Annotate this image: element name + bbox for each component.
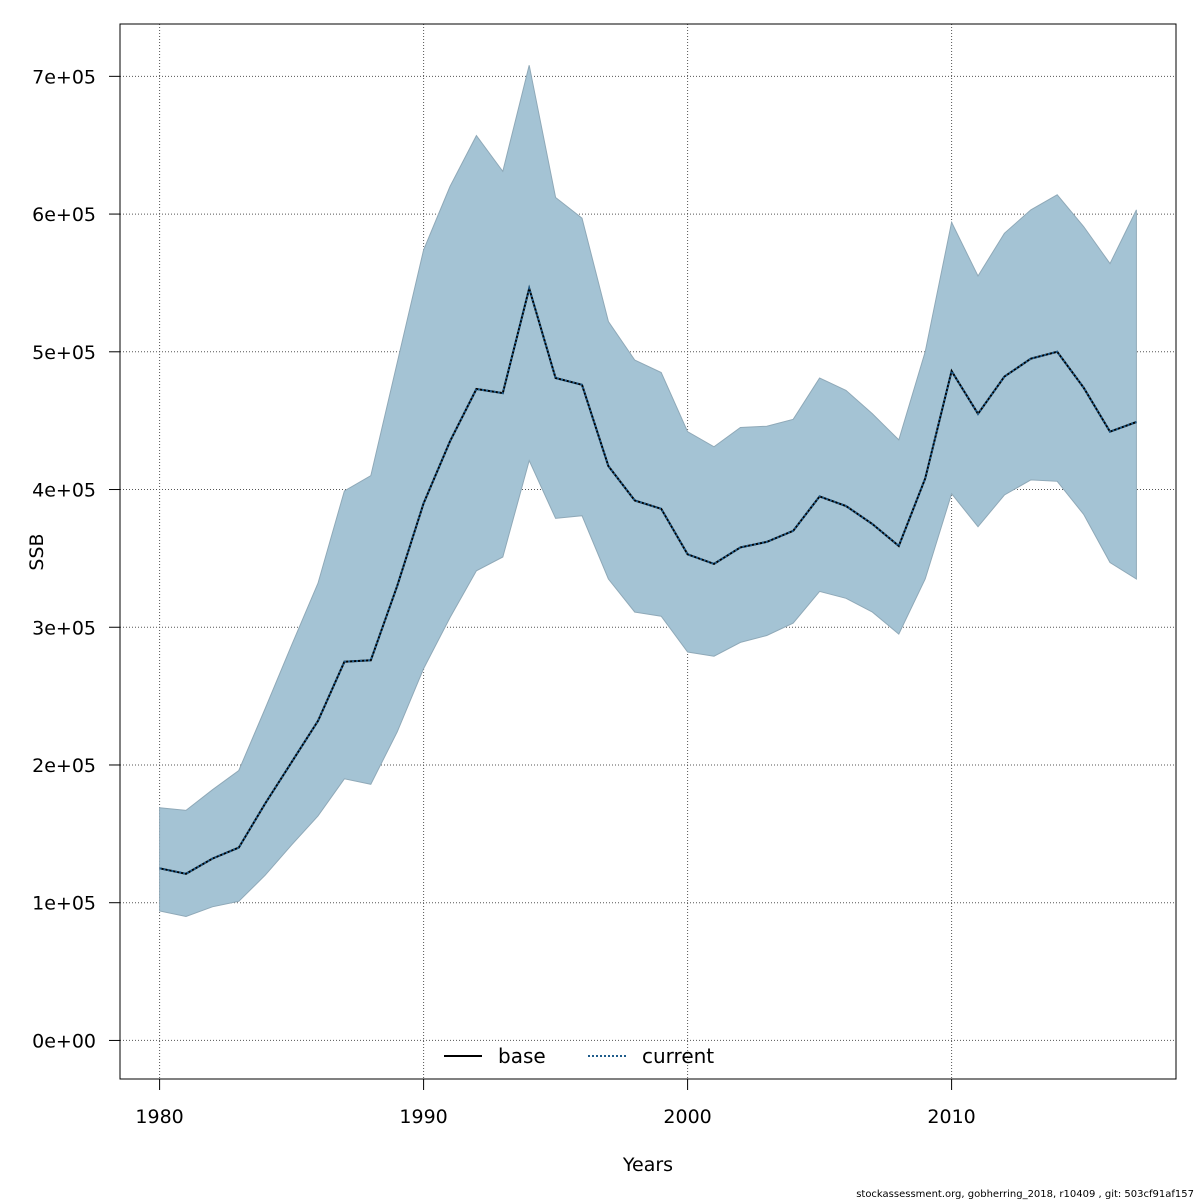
confidence-band — [159, 65, 1137, 918]
y-axis-title: SSB — [26, 533, 48, 570]
y-tick-label: 0e+00 — [32, 1030, 96, 1052]
y-tick-label: 2e+05 — [32, 755, 96, 777]
legend-label-current: current — [642, 1044, 714, 1068]
plot-frame — [119, 23, 1177, 1080]
x-tick-label: 2010 — [927, 1106, 975, 1128]
x-axis-title: Years — [622, 1154, 673, 1176]
y-tick-label: 5e+05 — [32, 342, 96, 364]
y-tick-label: 4e+05 — [32, 480, 96, 502]
legend: base current — [444, 1044, 714, 1068]
series-line-current — [159, 284, 1137, 875]
y-axis: 0e+00 1e+05 2e+05 3e+05 4e+05 5e+05 6e+05 7e+05 — [32, 66, 120, 1052]
y-tick-label: 3e+05 — [32, 617, 96, 639]
x-tick-label: 1990 — [399, 1106, 447, 1128]
y-tick-label: 7e+05 — [32, 66, 96, 88]
footer-credit: stockassessment.org, gobherring_2018, r1… — [856, 1189, 1194, 1200]
y-tick-label: 6e+05 — [32, 204, 96, 226]
x-axis: 1980 1990 2000 2010 — [135, 1079, 976, 1128]
x-tick-label: 1980 — [135, 1106, 183, 1128]
legend-label-base: base — [498, 1044, 546, 1068]
x-tick-label: 2000 — [663, 1106, 711, 1128]
series-lines — [159, 284, 1137, 875]
y-tick-label: 1e+05 — [32, 893, 96, 915]
